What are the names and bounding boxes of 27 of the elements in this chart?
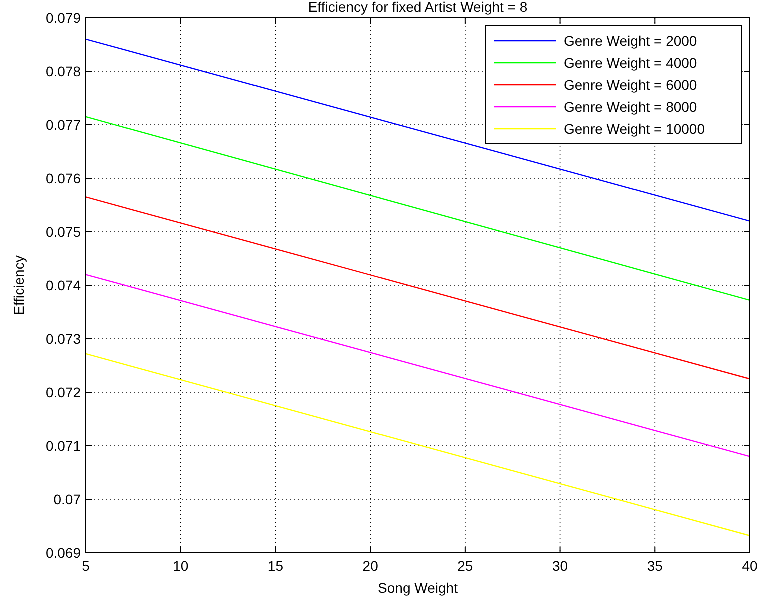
x-axis-title: Song Weight <box>378 580 458 596</box>
y-tick-label: 0.073 <box>46 331 82 347</box>
x-tick-label: 35 <box>647 558 664 574</box>
chart-title: Efficiency for fixed Artist Weight = 8 <box>308 0 528 15</box>
y-tick-label: 0.07 <box>54 492 82 508</box>
x-tick-label: 20 <box>362 558 379 574</box>
legend-label: Genre Weight = 2000 <box>564 33 698 49</box>
legend-label: Genre Weight = 10000 <box>564 121 706 137</box>
x-tick-label: 15 <box>268 558 284 574</box>
y-tick-label: 0.071 <box>46 438 82 454</box>
x-tick-label: 25 <box>458 558 474 574</box>
legend-label: Genre Weight = 4000 <box>564 55 698 71</box>
x-tick-label: 40 <box>742 558 758 574</box>
x-tick-label: 10 <box>173 558 189 574</box>
y-tick-label: 0.075 <box>46 224 82 240</box>
y-tick-label: 0.078 <box>46 64 82 80</box>
y-tick-label: 0.079 <box>46 10 82 26</box>
legend-label: Genre Weight = 8000 <box>564 99 698 115</box>
legend-label: Genre Weight = 6000 <box>564 77 698 93</box>
y-tick-label: 0.077 <box>46 117 82 133</box>
y-tick-label: 0.074 <box>46 278 82 294</box>
x-tick-label: 5 <box>82 558 90 574</box>
x-tick-label: 30 <box>552 558 568 574</box>
y-tick-label: 0.069 <box>46 545 82 561</box>
y-tick-label: 0.076 <box>46 170 82 186</box>
y-axis-title: Efficiency <box>11 256 27 316</box>
y-tick-label: 0.072 <box>46 384 82 400</box>
